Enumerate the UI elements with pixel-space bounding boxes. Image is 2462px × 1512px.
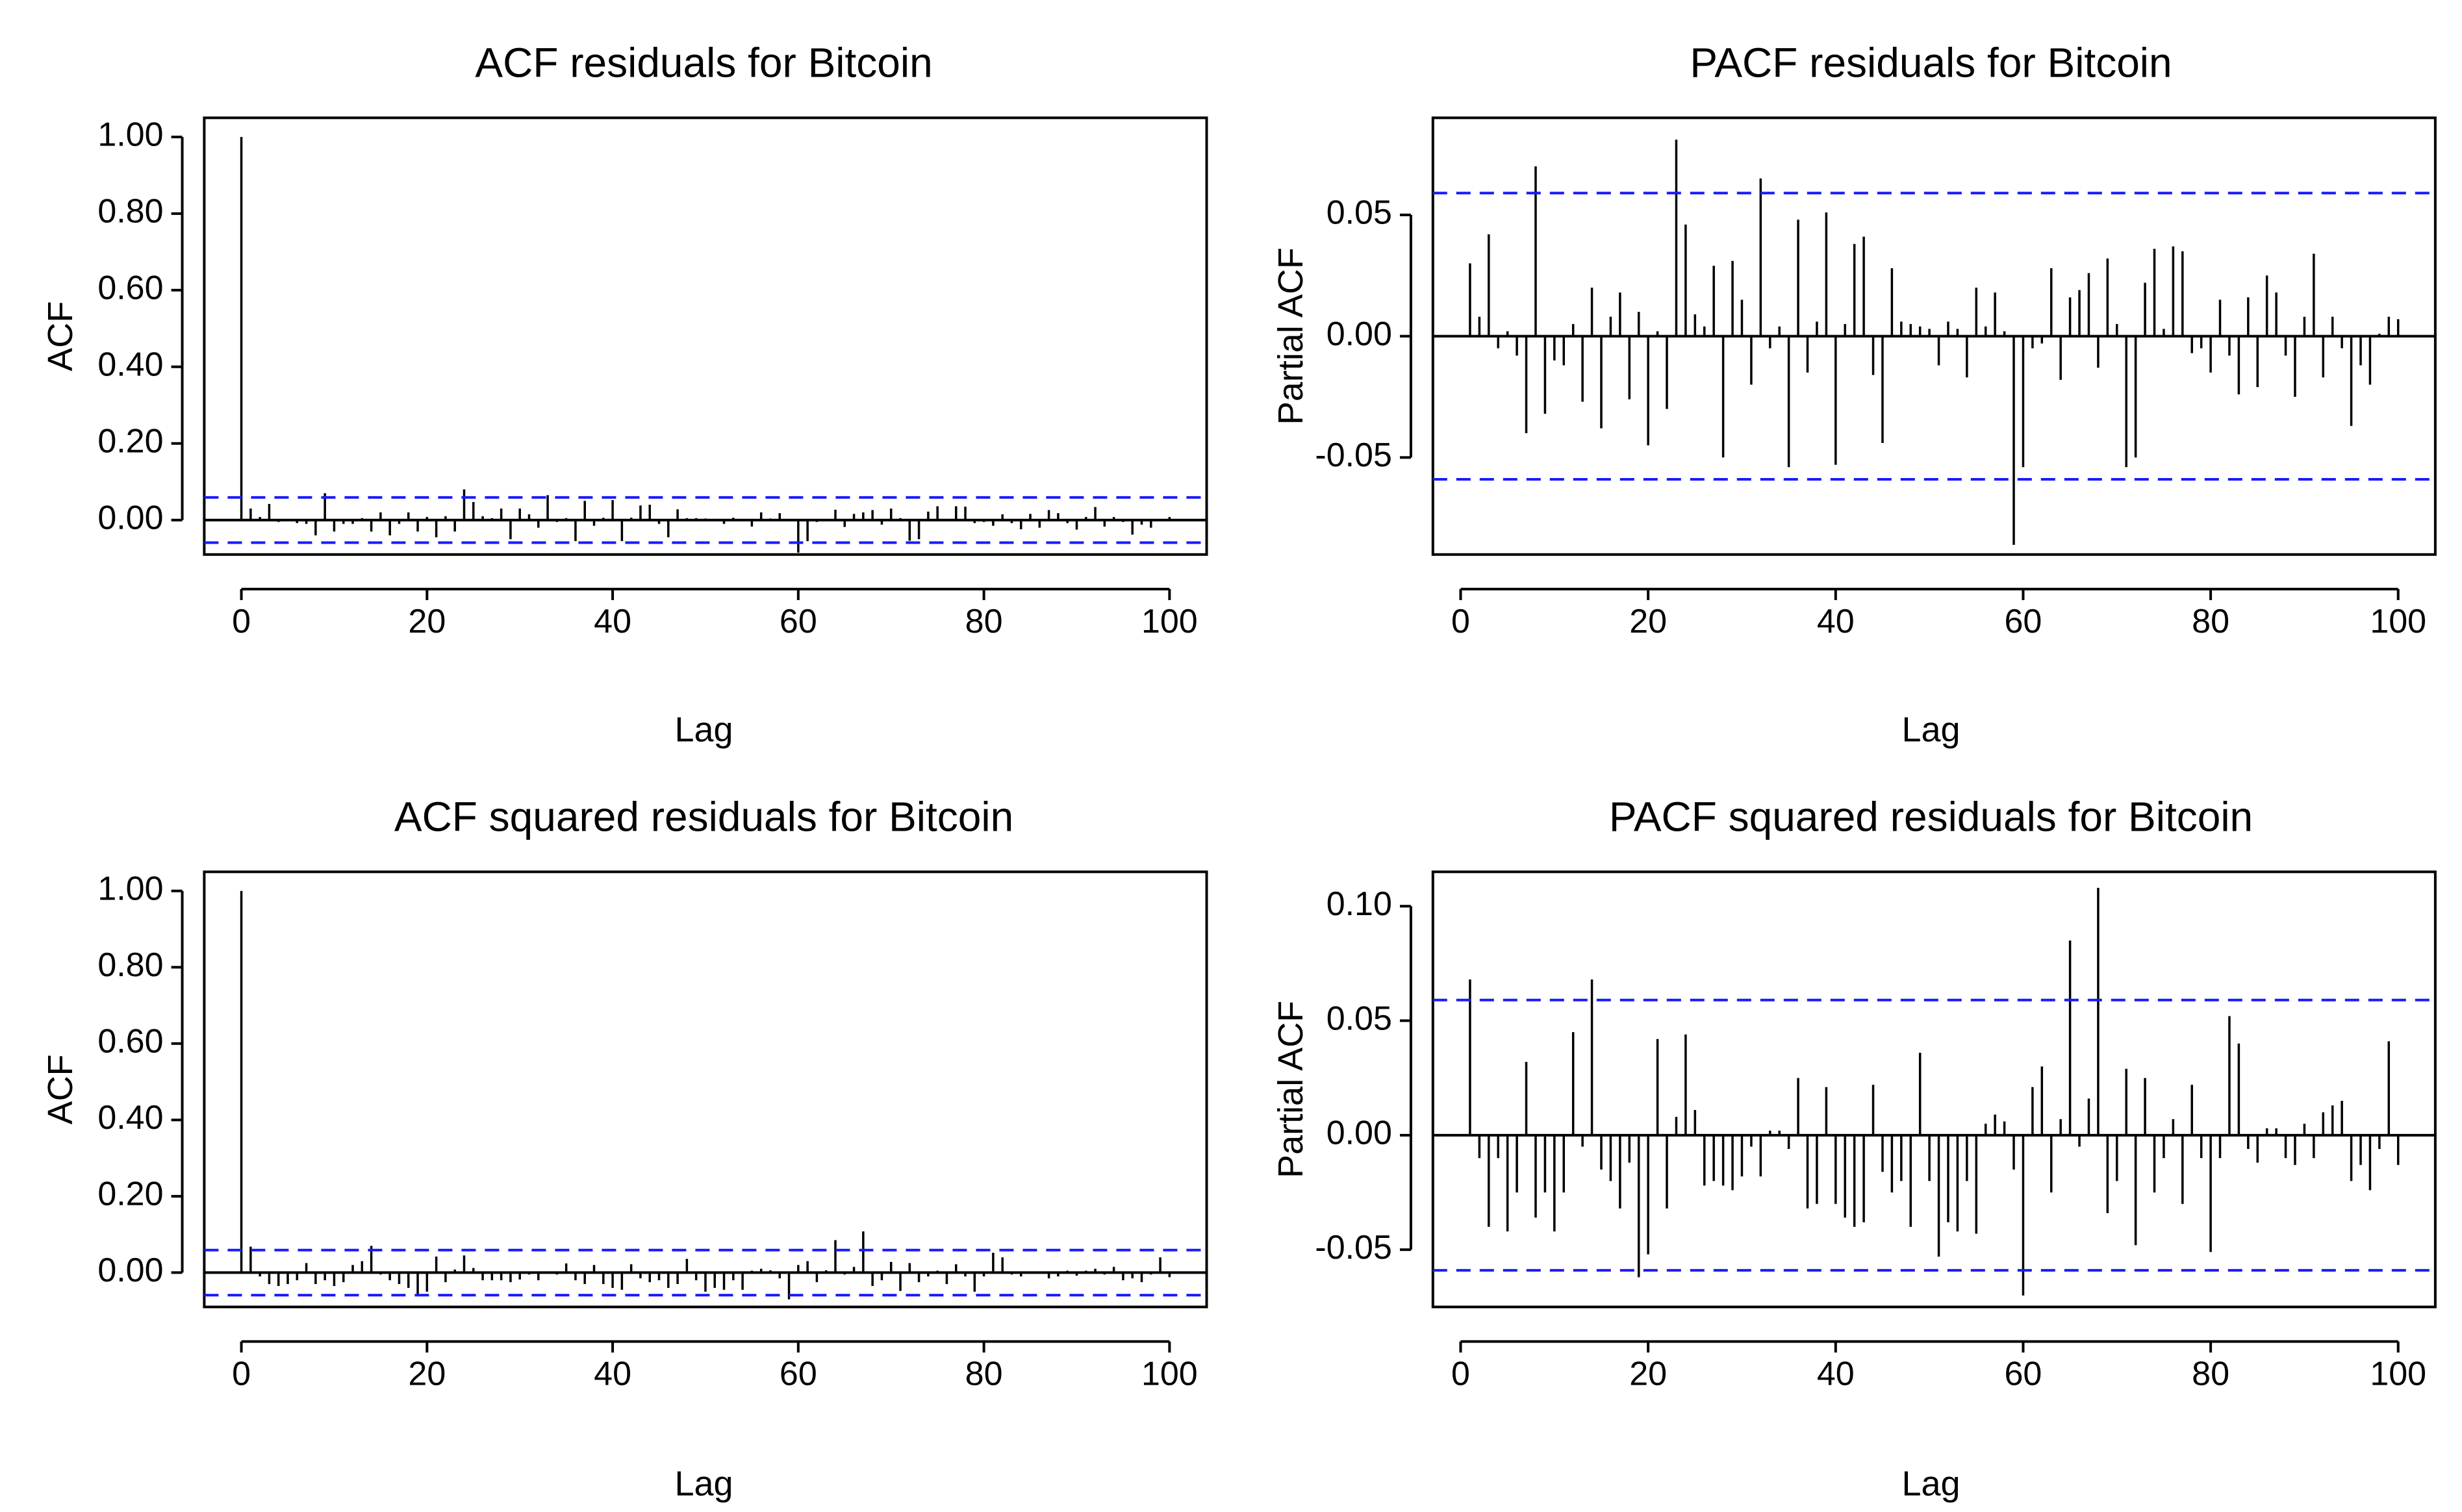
x-tick-label: 60 bbox=[780, 1355, 817, 1392]
x-tick-label: 100 bbox=[2370, 603, 2426, 640]
x-tick-label: 100 bbox=[1141, 603, 1198, 640]
chart-panel-2: PACF residuals for Bitcoin 0 20 40 60 80 100 La… bbox=[1271, 39, 2437, 749]
x-tick-label: 40 bbox=[594, 603, 631, 640]
y-tick-label: 0.80 bbox=[97, 946, 163, 984]
x-axis-label: Lag bbox=[1901, 710, 1960, 749]
x-tick-label: 0 bbox=[232, 603, 251, 640]
x-tick-label: 20 bbox=[408, 603, 446, 640]
chart-panel-4: PACF squared residuals for Bitcoin 0 20 40 6… bbox=[1271, 793, 2437, 1503]
x-tick-label: 40 bbox=[1817, 1355, 1855, 1392]
plot-frame bbox=[1431, 870, 2437, 1309]
plot-frame bbox=[203, 116, 1208, 556]
x-tick-label: 100 bbox=[1141, 1355, 1198, 1392]
chart-panel-3: ACF squared residuals for Bitcoin 0 20 40 60… bbox=[41, 793, 1208, 1503]
y-tick-label: 0.20 bbox=[97, 1176, 163, 1213]
y-axis-label: ACF bbox=[41, 301, 80, 372]
x-tick-label: 0 bbox=[1451, 1355, 1470, 1392]
x-axis-label: Lag bbox=[674, 1464, 733, 1503]
plot-frame bbox=[203, 870, 1208, 1309]
x-tick-label: 60 bbox=[2005, 1355, 2042, 1392]
x-tick-label: 0 bbox=[232, 1355, 251, 1392]
chart-title: ACF squared residuals for Bitcoin bbox=[394, 793, 1013, 840]
x-tick-label: 20 bbox=[408, 1355, 446, 1392]
y-tick-label: 1.00 bbox=[97, 116, 163, 154]
y-tick-label: 0.05 bbox=[1326, 1000, 1392, 1037]
x-tick-label: 100 bbox=[2370, 1355, 2426, 1392]
x-tick-label: 80 bbox=[965, 603, 1003, 640]
x-axis-label: Lag bbox=[1901, 1464, 1960, 1503]
chart-title: PACF squared residuals for Bitcoin bbox=[1609, 793, 2253, 840]
y-tick-label: 0.00 bbox=[1326, 315, 1392, 353]
y-axis-label: ACF bbox=[41, 1054, 80, 1124]
x-tick-label: 80 bbox=[2192, 1355, 2229, 1392]
chart-panel-1: ACF residuals for Bitcoin 0 20 40 60 80 100 Lag… bbox=[41, 39, 1208, 749]
y-tick-label: 0.00 bbox=[97, 1252, 163, 1289]
x-axis-label: Lag bbox=[674, 710, 733, 749]
y-tick-label: 0.10 bbox=[1326, 885, 1392, 923]
y-tick-label: 0.60 bbox=[97, 270, 163, 307]
x-tick-label: 20 bbox=[1629, 1355, 1667, 1392]
chart-title: PACF residuals for Bitcoin bbox=[1690, 39, 2172, 86]
y-axis-label: Partial ACF bbox=[1271, 247, 1310, 425]
y-tick-label: 1.00 bbox=[97, 870, 163, 907]
x-tick-label: 40 bbox=[594, 1355, 631, 1392]
x-tick-label: 20 bbox=[1629, 603, 1667, 640]
x-tick-label: 40 bbox=[1817, 603, 1855, 640]
y-tick-label: 0.60 bbox=[97, 1023, 163, 1061]
y-axis-label: Partial ACF bbox=[1271, 1001, 1310, 1178]
y-tick-label: -0.05 bbox=[1315, 436, 1392, 474]
y-tick-label: 0.05 bbox=[1326, 194, 1392, 232]
x-tick-label: 0 bbox=[1451, 603, 1470, 640]
x-tick-label: 80 bbox=[965, 1355, 1003, 1392]
x-tick-label: 60 bbox=[780, 603, 817, 640]
y-tick-label: 0.80 bbox=[97, 193, 163, 231]
y-tick-label: 0.40 bbox=[97, 1099, 163, 1137]
y-tick-label: -0.05 bbox=[1315, 1229, 1392, 1266]
y-tick-label: 0.00 bbox=[1326, 1115, 1392, 1152]
x-tick-label: 60 bbox=[2005, 603, 2042, 640]
chart-title: ACF residuals for Bitcoin bbox=[475, 39, 932, 86]
y-tick-label: 0.20 bbox=[97, 422, 163, 460]
x-tick-label: 80 bbox=[2192, 603, 2229, 640]
y-tick-label: 0.00 bbox=[97, 499, 163, 536]
y-tick-label: 0.40 bbox=[97, 346, 163, 384]
